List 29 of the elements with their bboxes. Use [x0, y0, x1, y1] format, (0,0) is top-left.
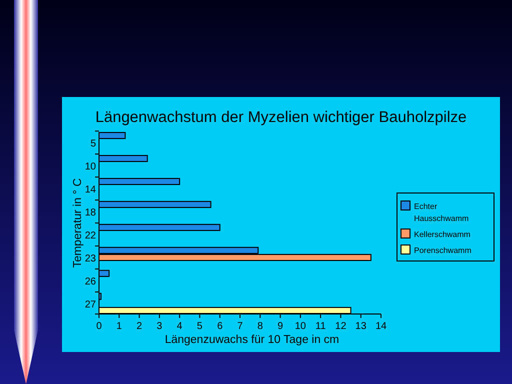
- x-tick-label: 0: [96, 321, 102, 332]
- x-tick-label: 8: [257, 321, 264, 332]
- x-tick-label: 9: [278, 321, 284, 332]
- x-tick-label: 1: [116, 321, 122, 332]
- x-tick-label: 5: [196, 321, 203, 332]
- x-tick-label: 10: [294, 321, 306, 332]
- chart-title: Längenwachstum der Myzelien wichtiger Bauholzpilze: [95, 109, 467, 126]
- y-tick-label: 27: [84, 299, 96, 310]
- x-tick-label: 6: [217, 321, 224, 332]
- legend-label: Porenschwamm: [414, 246, 472, 255]
- x-axis-title: Längenzuwachs für 10 Tage in cm: [164, 334, 340, 346]
- y-axis-title: Temperatur in ° C: [72, 178, 84, 268]
- y-tick-label: 5: [90, 138, 96, 150]
- x-tick-label: 14: [375, 321, 387, 332]
- x-tick-label: 3: [156, 321, 163, 332]
- x-tick-label: 4: [176, 321, 183, 332]
- legend-label: Echter Hausschwamm: [414, 202, 470, 223]
- x-tick-label: 7: [237, 321, 244, 332]
- x-tick-label: 13: [355, 321, 367, 332]
- x-tick-label: 2: [136, 321, 143, 332]
- y-tick-label: 14: [84, 184, 96, 196]
- x-tick-label: 12: [335, 321, 347, 332]
- legend-label: Kellerschwamm: [414, 230, 471, 239]
- x-tick-label: 11: [315, 321, 326, 332]
- y-tick-label: 10: [84, 162, 96, 173]
- y-tick-label: 18: [84, 208, 96, 219]
- y-tick-label: 23: [84, 253, 96, 264]
- y-tick-label: 26: [84, 276, 96, 288]
- y-tick-label: 22: [84, 230, 96, 242]
